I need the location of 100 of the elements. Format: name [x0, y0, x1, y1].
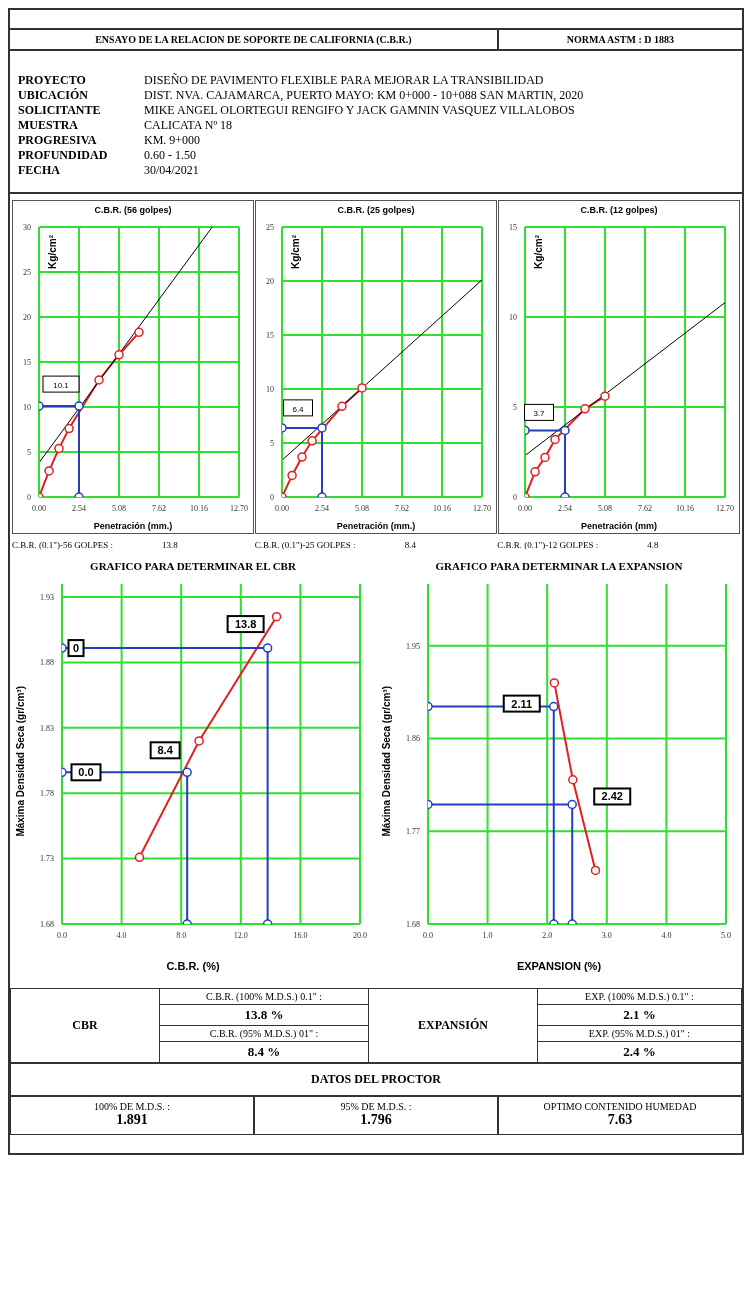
text: MUESTRA — [18, 118, 79, 133]
annotation: 2.42 — [601, 790, 623, 803]
y-tick-label: 20 — [23, 312, 31, 322]
text: ENSAYO DE LA RELACION DE SOPORTE DE CALIFORNIA (C.B.R.) — [10, 30, 499, 49]
text: 1.796 — [359, 1112, 393, 1128]
x-tick-label: 20.0 — [353, 930, 367, 940]
y-tick-label: 1.77 — [406, 827, 420, 837]
y-tick-label: 10 — [266, 384, 274, 394]
y-tick-label: 5 — [270, 438, 274, 448]
y-tick-label: 15 — [266, 330, 274, 340]
y-tick-label: 1.86 — [406, 734, 420, 744]
point — [317, 423, 327, 433]
annotation: 0.0 — [78, 766, 94, 779]
point — [94, 375, 104, 385]
chart-title: C.B.R. (56 golpes) — [93, 204, 173, 217]
text: 8.4 — [404, 540, 416, 550]
y-tick-label: 0 — [27, 492, 31, 502]
point — [134, 327, 144, 338]
y-tick-label: 1.83 — [40, 723, 54, 733]
annotation: 10.1 — [53, 381, 70, 391]
text: PROGRESIVA — [18, 133, 98, 148]
point — [44, 466, 54, 476]
x-tick-label: 12.70 — [473, 503, 491, 513]
point — [114, 350, 124, 360]
chart-title: C.B.R. (12 golpes) — [579, 204, 659, 217]
text: CBR — [10, 988, 160, 1063]
x-tick-label: 2.54 — [315, 503, 329, 513]
x-tick-label: 16.0 — [293, 930, 308, 940]
point — [297, 452, 307, 462]
x-tick-label: 0.0 — [57, 930, 67, 940]
y-tick-label: 1.88 — [40, 658, 54, 668]
text: 13.8 — [162, 540, 178, 550]
text: 2.4 % — [537, 1041, 742, 1063]
text: PROYECTO — [18, 73, 87, 88]
text: EXPANSIÓN — [368, 988, 538, 1063]
point — [271, 611, 282, 622]
y-tick-label: 1.73 — [40, 854, 54, 864]
text: UBICACIÓN — [18, 88, 89, 103]
y-tick-label: 15 — [509, 222, 517, 232]
annotation: 6.4 — [292, 404, 305, 414]
point — [74, 401, 84, 411]
y-axis-title: Máxima Densidad Seca (gr/cm³) — [380, 685, 392, 837]
x-tick-label: 12.70 — [230, 503, 248, 513]
x-tick-label: 8.0 — [176, 930, 187, 940]
x-axis-title: EXPANSION (%) — [515, 959, 603, 974]
text: 8.4 % — [159, 1041, 369, 1063]
x-tick-label: 5.0 — [721, 930, 731, 940]
text: OPTIMO CONTENIDO HUMEDAD — [542, 1101, 698, 1112]
x-tick-label: 10.16 — [190, 503, 208, 513]
annotation: 13.8 — [234, 618, 257, 631]
point — [549, 701, 559, 712]
y-tick-label: 25 — [266, 222, 274, 232]
text: EXP. (100% M.D.S.) 0.1" : — [537, 988, 742, 1005]
point — [54, 443, 64, 454]
y-tick-label: 1.93 — [40, 592, 54, 602]
x-axis-title: Penetración (mm.) — [92, 520, 174, 533]
point — [194, 736, 204, 746]
point — [134, 852, 145, 863]
y-axis-title: Kg/cm² — [290, 235, 301, 269]
point — [567, 799, 577, 810]
x-tick-label: 2.54 — [558, 503, 572, 513]
text: DATOS DEL PROCTOR — [10, 1063, 742, 1096]
y-tick-label: 1.68 — [40, 919, 54, 929]
x-tick-label: 10.16 — [676, 503, 694, 513]
text: C.B.R. (0.1")-12 GOLPES : — [497, 540, 600, 550]
y-tick-label: 1.95 — [406, 641, 420, 651]
y-tick-label: 20 — [266, 276, 274, 286]
text: C.B.R. (100% M.D.S.) 0.1" : — [159, 988, 369, 1005]
x-tick-label: 5.08 — [598, 503, 612, 513]
x-tick-label: 12.70 — [716, 503, 734, 513]
x-tick-label: 10.16 — [433, 503, 451, 513]
x-axis-title: Penetración (mm.) — [335, 520, 417, 533]
chart-title: C.B.R. (25 golpes) — [336, 204, 416, 217]
text: 100% DE M.D.S. : — [92, 1101, 172, 1112]
x-tick-label: 5.08 — [355, 503, 369, 513]
chart-title: GRAFICO PARA DETERMINAR LA EXPANSION — [434, 559, 684, 574]
y-axis-title: Kg/cm² — [533, 235, 544, 269]
x-tick-label: 2.0 — [542, 930, 553, 940]
x-tick-label: 7.62 — [638, 503, 652, 513]
y-tick-label: 1.78 — [40, 789, 54, 799]
x-tick-label: 0.00 — [275, 503, 289, 513]
y-tick-label: 1.68 — [406, 919, 420, 929]
y-tick-label: 10 — [509, 312, 517, 322]
x-tick-label: 5.08 — [112, 503, 126, 513]
x-tick-label: 12.0 — [233, 930, 248, 940]
x-tick-label: 0.0 — [423, 930, 433, 940]
y-tick-label: 10 — [23, 402, 31, 412]
y-tick-label: 25 — [23, 267, 31, 277]
x-tick-label: 0.00 — [32, 503, 46, 513]
text: DISEÑO DE PAVIMENTO FLEXIBLE PARA MEJORAR LA TRANSIBILIDAD — [144, 73, 544, 88]
text: 13.8 % — [159, 1004, 369, 1026]
y-tick-label: 0 — [270, 492, 274, 502]
y-tick-label: 5 — [513, 402, 517, 412]
text: CALICATA Nº 18 — [144, 118, 233, 133]
text: C.B.R. (0.1")-25 GOLPES : — [254, 540, 357, 550]
annotation: 0 — [72, 642, 80, 655]
point — [568, 775, 578, 785]
x-tick-label: 1.0 — [482, 930, 493, 940]
x-tick-label: 7.62 — [152, 503, 166, 513]
text: C.B.R. (95% M.D.S.) 01" : — [159, 1025, 369, 1042]
